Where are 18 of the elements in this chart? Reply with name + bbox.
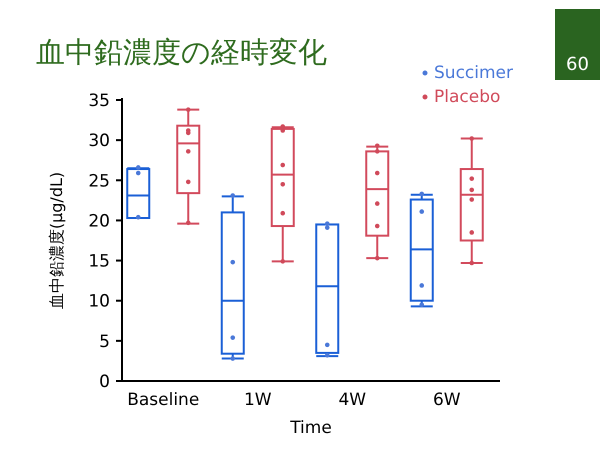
y-tick-label: 25 <box>88 171 110 192</box>
y-tick-label: 15 <box>88 252 110 272</box>
x-tick-label: 4W <box>338 390 366 410</box>
y-axis-title: 血中鉛濃度(μg/dL) <box>47 172 66 310</box>
x-tick-label: 6W <box>432 390 461 410</box>
x-tick-label: Baseline <box>127 390 200 410</box>
y-tick-label: 20 <box>88 211 110 232</box>
y-tick-label: 5 <box>99 332 110 352</box>
chart-title: 血中鉛濃度の経時変化 <box>36 35 327 69</box>
legend-label: Succimer <box>434 63 513 83</box>
legend-label: Placebo <box>434 87 500 107</box>
y-tick-label: 0 <box>99 372 110 392</box>
x-axis-title: Time <box>289 418 332 438</box>
y-tick-label: 30 <box>88 131 110 152</box>
y-tick-label: 35 <box>88 91 110 111</box>
y-tick-label: 10 <box>88 292 110 312</box>
text: 60 <box>566 54 589 75</box>
x-tick-label: 1W <box>244 390 272 410</box>
